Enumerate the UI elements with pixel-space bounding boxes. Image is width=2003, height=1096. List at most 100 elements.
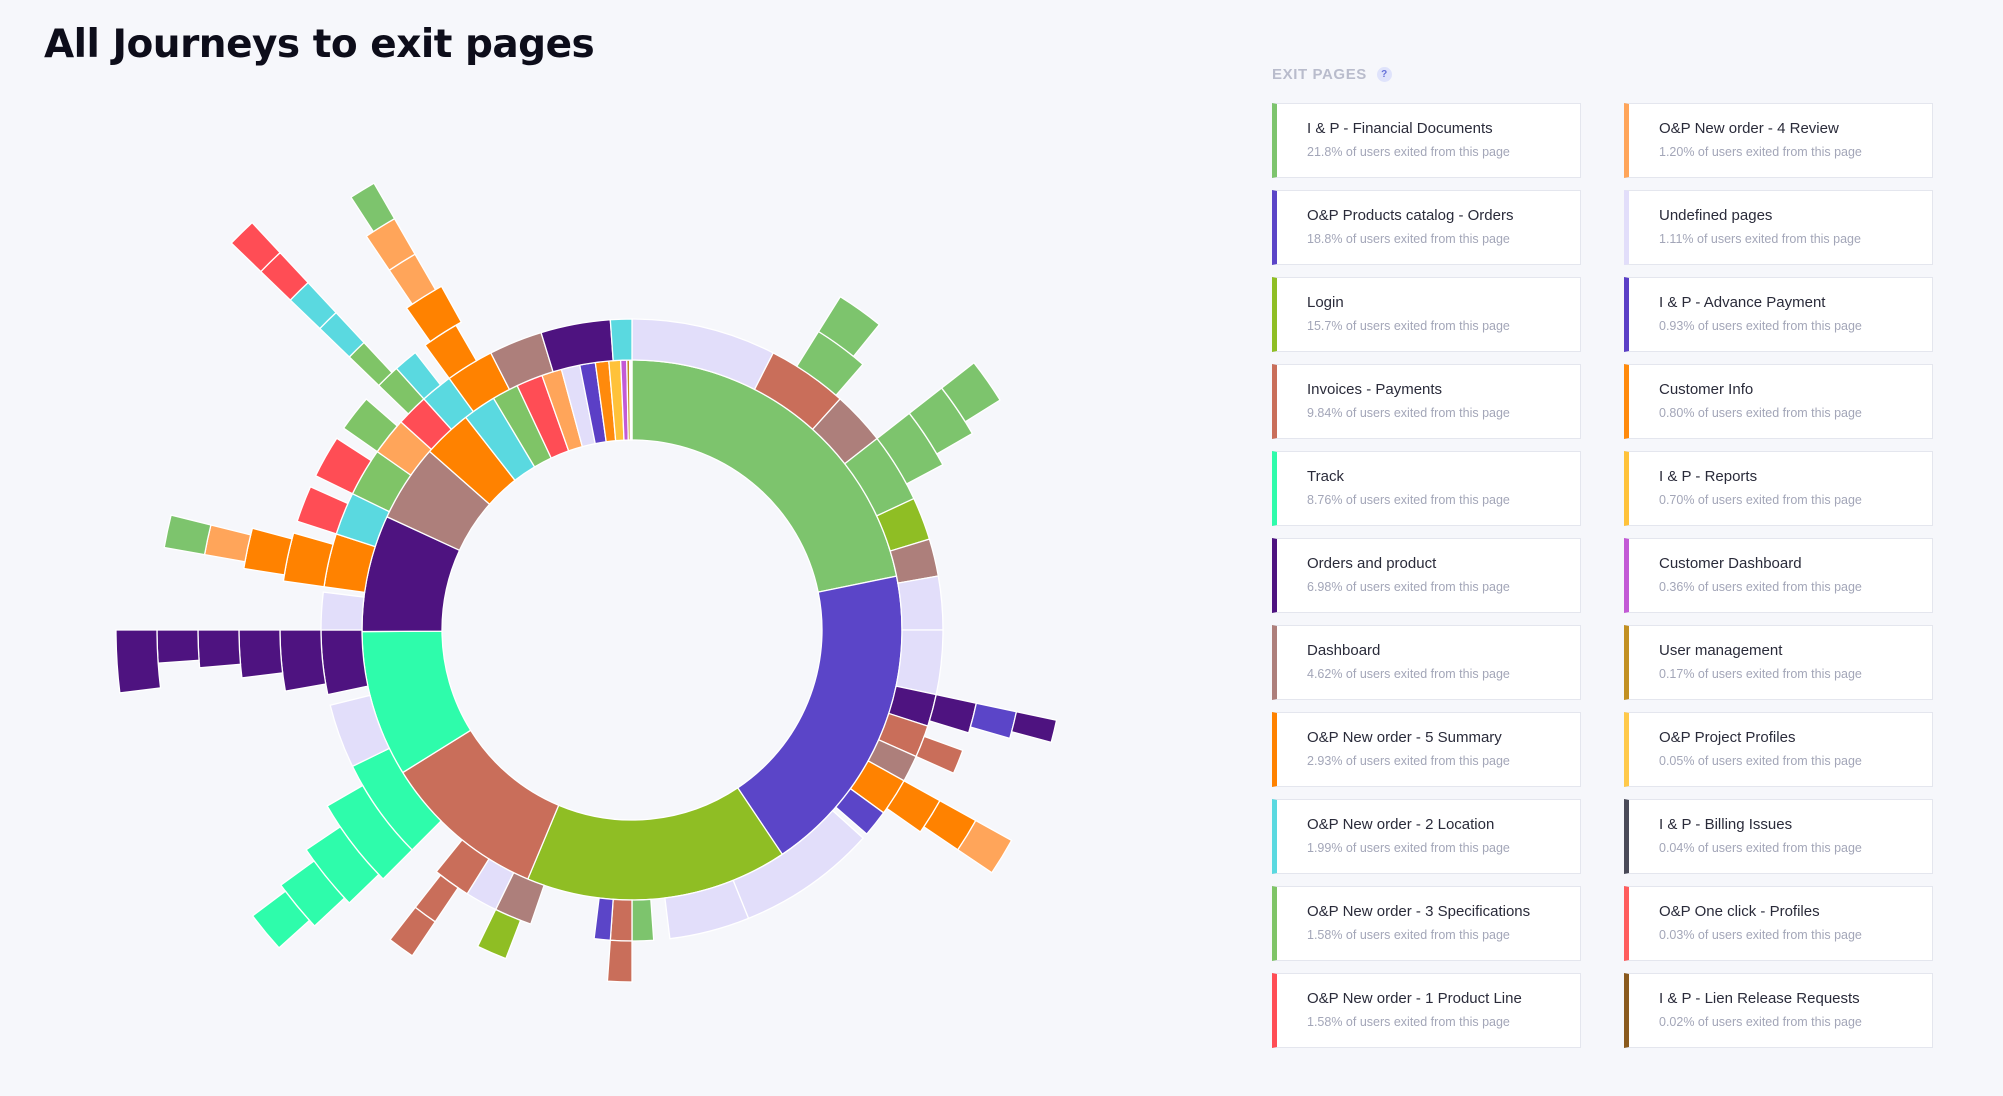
- exit-page-card[interactable]: O&P One click - Profiles 0.03% of users e…: [1624, 886, 1933, 961]
- exit-page-name: User management: [1659, 642, 1783, 659]
- exit-page-share: 15.7% of users exited from this page: [1307, 319, 1510, 333]
- exit-page-card[interactable]: I & P - Advance Payment 0.93% of users ex…: [1624, 277, 1933, 352]
- sunburst-outer-segment[interactable]: [251, 890, 311, 949]
- exit-page-share: 0.04% of users exited from this page: [1659, 841, 1862, 855]
- exit-page-card[interactable]: Track 8.76% of users exited from this pag…: [1272, 451, 1581, 526]
- sunburst-outer-segment[interactable]: [395, 351, 442, 400]
- sunburst-outer-segment[interactable]: [928, 693, 978, 734]
- exit-pages-header-label: EXIT PAGES: [1272, 66, 1367, 83]
- exit-page-card[interactable]: Orders and product 6.98% of users exited …: [1272, 538, 1581, 613]
- sunburst-outer-segment[interactable]: [329, 694, 391, 768]
- exit-page-share: 0.93% of users exited from this page: [1659, 319, 1862, 333]
- exit-page-card[interactable]: O&P New order - 1 Product Line 1.58% of u…: [1272, 973, 1581, 1048]
- exit-page-name: I & P - Lien Release Requests: [1659, 990, 1860, 1007]
- exit-page-card[interactable]: O&P Products catalog - Orders 18.8% of us…: [1272, 190, 1581, 265]
- exit-page-share: 0.03% of users exited from this page: [1659, 928, 1862, 942]
- exit-page-name: Invoices - Payments: [1307, 381, 1443, 398]
- exit-page-share: 0.05% of users exited from this page: [1659, 754, 1862, 768]
- help-icon[interactable]: ?: [1376, 67, 1392, 82]
- sunburst-outer-segment[interactable]: [163, 514, 212, 556]
- exit-page-card[interactable]: O&P New order - 4 Review 1.20% of users e…: [1624, 103, 1933, 178]
- exit-page-card[interactable]: I & P - Billing Issues 0.04% of users exi…: [1624, 799, 1933, 874]
- sunburst-outer-segment[interactable]: [834, 787, 885, 835]
- exit-page-share: 0.36% of users exited from this page: [1659, 580, 1862, 594]
- exit-page-share: 1.58% of users exited from this page: [1307, 928, 1510, 942]
- exit-page-name: O&P One click - Profiles: [1659, 903, 1820, 920]
- exit-page-card[interactable]: Customer Info 0.80% of users exited from …: [1624, 364, 1933, 439]
- sunburst-outer-segment[interactable]: [969, 702, 1018, 740]
- sunburst-outer-segment[interactable]: [897, 575, 944, 631]
- exit-page-card[interactable]: Customer Dashboard 0.36% of users exited …: [1624, 538, 1933, 613]
- exit-page-share: 8.76% of users exited from this page: [1307, 493, 1510, 507]
- sunburst-outer-segment[interactable]: [606, 939, 633, 983]
- exit-page-name: O&P New order - 5 Summary: [1307, 729, 1502, 746]
- sunburst-outer-segment[interactable]: [320, 629, 369, 696]
- exit-page-card[interactable]: O&P New order - 2 Location 1.99% of users…: [1272, 799, 1581, 874]
- sunburst-outer-segment[interactable]: [956, 819, 1013, 874]
- exit-page-card[interactable]: Dashboard 4.62% of users exited from this…: [1272, 625, 1581, 700]
- sunburst-outer-segment[interactable]: [817, 295, 881, 358]
- sunburst-outer-segment[interactable]: [197, 629, 242, 669]
- sunburst-outer-segment[interactable]: [296, 485, 349, 535]
- sunburst-outer-segment[interactable]: [230, 221, 282, 273]
- sunburst-chart: [115, 182, 1058, 983]
- exit-page-card[interactable]: Undefined pages 1.11% of users exited fro…: [1624, 190, 1933, 265]
- sunburst-outer-segment[interactable]: [156, 629, 200, 664]
- sunburst-outer-segment[interactable]: [279, 629, 327, 692]
- sunburst-outer-segment[interactable]: [389, 906, 437, 957]
- exit-page-name: Dashboard: [1307, 642, 1381, 659]
- exit-page-card[interactable]: I & P - Financial Documents 21.8% of user…: [1272, 103, 1581, 178]
- exit-page-name: O&P New order - 1 Product Line: [1307, 990, 1522, 1007]
- exit-page-name: Customer Dashboard: [1659, 555, 1802, 572]
- exit-page-card[interactable]: Login 15.7% of users exited from this pag…: [1272, 277, 1581, 352]
- exit-page-card[interactable]: O&P New order - 5 Summary 2.93% of users …: [1272, 712, 1581, 787]
- exit-page-share: 1.20% of users exited from this page: [1659, 145, 1862, 159]
- exit-page-share: 0.17% of users exited from this page: [1659, 667, 1862, 681]
- sunburst-outer-segment[interactable]: [115, 629, 162, 694]
- exit-page-share: 1.99% of users exited from this page: [1307, 841, 1510, 855]
- exit-page-name: O&P Project Profiles: [1659, 729, 1796, 746]
- exit-page-name: Login: [1307, 294, 1344, 311]
- exit-page-card[interactable]: O&P Project Profiles 0.05% of users exite…: [1624, 712, 1933, 787]
- exit-page-share: 6.98% of users exited from this page: [1307, 580, 1510, 594]
- sunburst-outer-segment[interactable]: [350, 182, 396, 233]
- sunburst-outer-segment[interactable]: [915, 735, 964, 775]
- exit-page-share: 21.8% of users exited from this page: [1307, 145, 1510, 159]
- exit-pages-header: EXIT PAGES ?: [1272, 66, 1392, 83]
- sunburst-outer-segment[interactable]: [609, 318, 633, 362]
- exit-page-share: 0.70% of users exited from this page: [1659, 493, 1862, 507]
- exit-page-share: 2.93% of users exited from this page: [1307, 754, 1510, 768]
- exit-page-share: 0.02% of users exited from this page: [1659, 1015, 1862, 1029]
- exit-page-name: Undefined pages: [1659, 207, 1773, 224]
- exit-page-name: I & P - Reports: [1659, 468, 1758, 485]
- exit-pages-legend: I & P - Financial Documents 21.8% of user…: [1272, 103, 1933, 1048]
- exit-page-share: 4.62% of users exited from this page: [1307, 667, 1510, 681]
- exit-page-name: O&P New order - 2 Location: [1307, 816, 1495, 833]
- sunburst-outer-segment[interactable]: [593, 897, 614, 941]
- exit-page-name: I & P - Financial Documents: [1307, 120, 1493, 137]
- sunburst-outer-segment[interactable]: [664, 879, 750, 940]
- exit-page-name: Customer Info: [1659, 381, 1754, 398]
- exit-page-card[interactable]: I & P - Reports 0.70% of users exited fro…: [1624, 451, 1933, 526]
- sunburst-outer-segment[interactable]: [895, 629, 944, 696]
- exit-page-card[interactable]: O&P New order - 3 Specifications 1.58% of…: [1272, 886, 1581, 961]
- exit-page-name: Track: [1307, 468, 1344, 485]
- sunburst-outer-segment[interactable]: [314, 437, 373, 495]
- sunburst-outer-segment[interactable]: [342, 398, 399, 453]
- exit-page-name: I & P - Billing Issues: [1659, 816, 1793, 833]
- exit-page-card[interactable]: User management 0.17% of users exited fro…: [1624, 625, 1933, 700]
- exit-page-share: 18.8% of users exited from this page: [1307, 232, 1510, 246]
- exit-page-card[interactable]: Invoices - Payments 9.84% of users exited…: [1272, 364, 1581, 439]
- page-title: All Journeys to exit pages: [44, 22, 595, 67]
- sunburst-outer-segment[interactable]: [609, 898, 633, 942]
- sunburst-outer-segment[interactable]: [940, 361, 1001, 423]
- exit-page-card[interactable]: I & P - Lien Release Requests 0.02% of us…: [1624, 973, 1933, 1048]
- exit-page-share: 1.11% of users exited from this page: [1659, 232, 1861, 246]
- sunburst-outer-segment[interactable]: [203, 524, 252, 563]
- sunburst-outer-segment[interactable]: [631, 898, 655, 942]
- sunburst-outer-segment[interactable]: [320, 591, 365, 631]
- sunburst-outer-segment[interactable]: [238, 629, 284, 679]
- exit-page-name: Orders and product: [1307, 555, 1437, 572]
- sunburst-outer-segment[interactable]: [1010, 710, 1058, 744]
- exit-page-share: 0.80% of users exited from this page: [1659, 406, 1862, 420]
